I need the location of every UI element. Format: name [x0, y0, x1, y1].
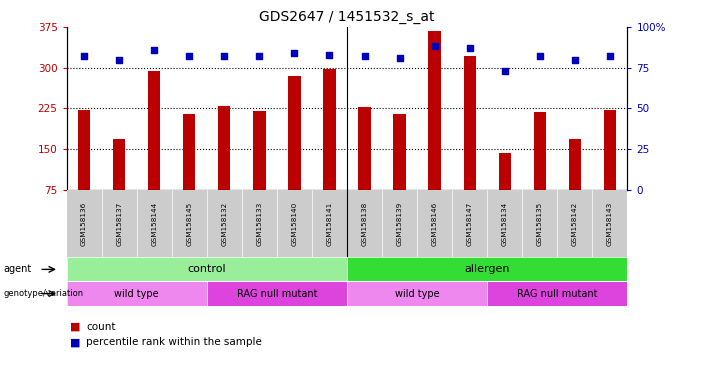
Bar [463, 56, 476, 190]
Bar [428, 31, 441, 190]
Text: GSM158143: GSM158143 [607, 202, 613, 246]
Point [254, 53, 265, 59]
Point [359, 53, 370, 59]
Text: GSM158138: GSM158138 [362, 202, 367, 246]
Text: allergen: allergen [465, 264, 510, 275]
Text: GSM158145: GSM158145 [186, 202, 192, 246]
Point [604, 53, 615, 59]
Text: GSM158134: GSM158134 [502, 202, 508, 246]
Point [429, 43, 440, 50]
Bar [148, 71, 161, 190]
Text: ■: ■ [70, 337, 84, 347]
Text: GSM158147: GSM158147 [467, 202, 472, 246]
Bar [533, 112, 546, 190]
Point [464, 45, 475, 51]
Bar [604, 110, 616, 190]
Text: GSM158135: GSM158135 [537, 202, 543, 246]
Text: wild type: wild type [114, 288, 159, 299]
Bar [498, 153, 511, 190]
Text: agent: agent [4, 264, 32, 275]
Text: GSM158144: GSM158144 [151, 202, 157, 246]
Bar [323, 69, 336, 190]
Point [289, 50, 300, 56]
Point [569, 56, 580, 63]
Bar [113, 139, 125, 190]
Point [534, 53, 545, 59]
Bar [288, 76, 301, 190]
Text: RAG null mutant: RAG null mutant [237, 288, 317, 299]
Text: GSM158137: GSM158137 [116, 202, 122, 246]
Text: GSM158133: GSM158133 [257, 202, 262, 246]
Bar [218, 106, 231, 190]
Point [324, 51, 335, 58]
Text: GSM158132: GSM158132 [222, 202, 227, 246]
Text: control: control [187, 264, 226, 275]
Text: genotype/variation: genotype/variation [4, 289, 83, 298]
Text: GSM158146: GSM158146 [432, 202, 437, 246]
Point [79, 53, 90, 59]
Text: GSM158139: GSM158139 [397, 202, 402, 246]
Bar [183, 114, 196, 190]
Text: count: count [86, 322, 116, 332]
Text: GSM158136: GSM158136 [81, 202, 87, 246]
Point [499, 68, 510, 74]
Text: RAG null mutant: RAG null mutant [517, 288, 597, 299]
Point [394, 55, 405, 61]
Text: GSM158141: GSM158141 [327, 202, 332, 246]
Text: wild type: wild type [395, 288, 440, 299]
Text: ■: ■ [70, 322, 84, 332]
Bar [393, 114, 406, 190]
Point [149, 46, 160, 53]
Point [114, 56, 125, 63]
Point [219, 53, 230, 59]
Bar [78, 110, 90, 190]
Text: GSM158142: GSM158142 [572, 202, 578, 246]
Point [184, 53, 195, 59]
Text: GSM158140: GSM158140 [292, 202, 297, 246]
Bar [358, 107, 371, 190]
Title: GDS2647 / 1451532_s_at: GDS2647 / 1451532_s_at [259, 10, 435, 25]
Bar [253, 111, 266, 190]
Text: percentile rank within the sample: percentile rank within the sample [86, 337, 262, 347]
Bar [569, 139, 581, 190]
